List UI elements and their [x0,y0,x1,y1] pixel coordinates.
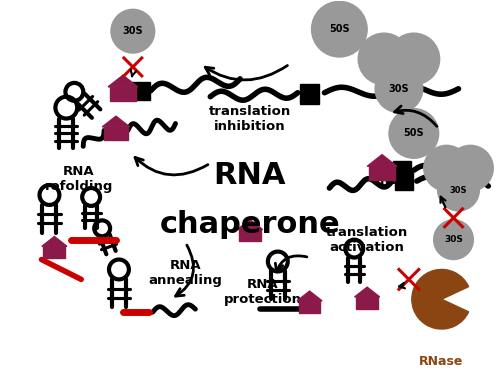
Text: 30S: 30S [388,84,409,94]
Circle shape [389,109,438,158]
Polygon shape [367,155,397,166]
Circle shape [388,33,440,85]
Polygon shape [298,301,320,313]
Circle shape [438,169,480,211]
Polygon shape [44,246,66,258]
Text: RNA
annealing: RNA annealing [148,259,222,287]
Text: RBS: RBS [380,174,408,187]
Text: 50S: 50S [404,128,424,139]
Circle shape [111,9,154,53]
Text: RNA
protection: RNA protection [224,278,302,306]
Text: 50S: 50S [329,24,349,34]
Text: translation
activation: translation activation [326,226,408,254]
Circle shape [312,2,367,57]
Polygon shape [393,161,411,179]
Polygon shape [354,287,380,297]
Polygon shape [300,84,320,104]
Polygon shape [369,166,395,180]
Text: RNA: RNA [214,161,286,190]
Polygon shape [395,172,413,190]
Polygon shape [108,75,138,87]
Polygon shape [239,229,261,241]
Polygon shape [104,127,128,140]
Polygon shape [297,291,322,301]
Text: RNase: RNase [419,355,464,368]
Text: translation
inhibition: translation inhibition [209,105,291,133]
Text: chaperone: chaperone [160,210,340,239]
Circle shape [358,33,410,85]
Text: 30S: 30S [450,185,467,194]
Polygon shape [102,116,130,127]
Text: 30S: 30S [122,26,143,36]
Polygon shape [132,82,150,100]
Wedge shape [412,269,469,329]
Polygon shape [42,237,67,246]
Circle shape [424,146,470,191]
Circle shape [448,146,493,191]
Text: RNA
refolding: RNA refolding [44,165,113,192]
Polygon shape [356,297,378,309]
Polygon shape [238,220,262,229]
Polygon shape [110,87,136,101]
Circle shape [434,220,474,260]
Circle shape [375,65,423,113]
Text: 30S: 30S [444,235,463,244]
